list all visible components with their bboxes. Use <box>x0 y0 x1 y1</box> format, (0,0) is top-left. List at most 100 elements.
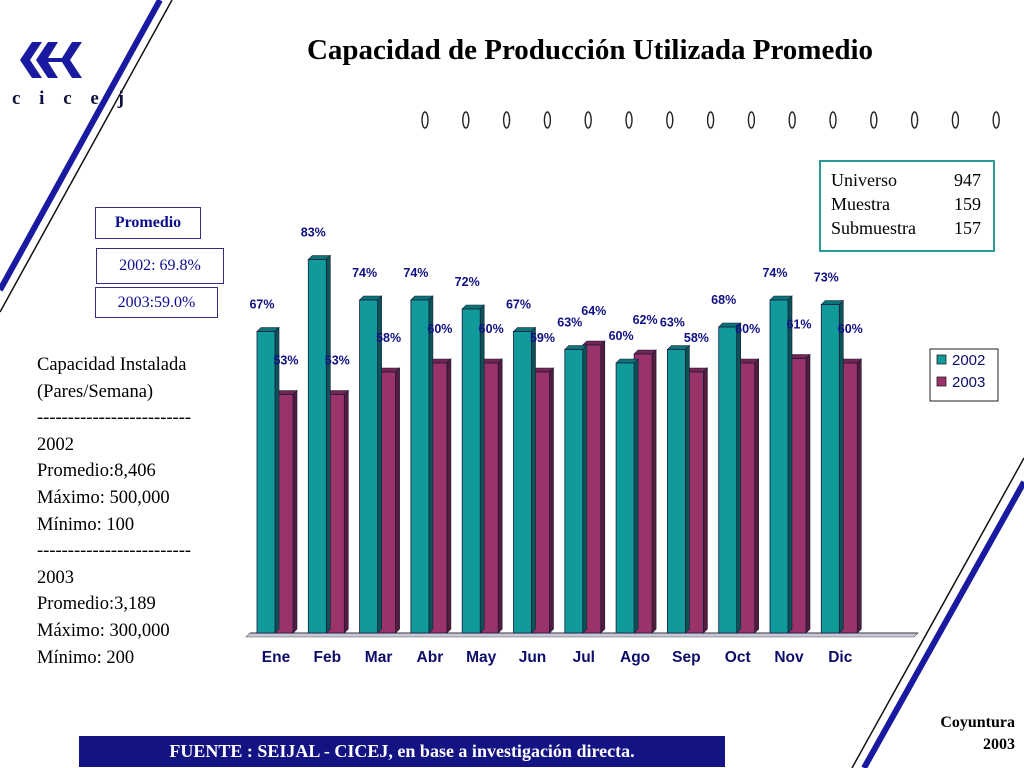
oval-decoration <box>666 111 674 129</box>
corner-line-2: 2003 <box>983 736 1015 753</box>
corner-label: Coyuntura 2003 <box>900 712 1015 756</box>
bar-2002 <box>410 295 434 634</box>
notes-line: (Pares/Semana) <box>37 381 154 402</box>
data-label-2003: 58% <box>376 331 401 345</box>
oval-decoration <box>788 111 796 129</box>
bar-2003 <box>325 389 350 634</box>
notes-line: Capacidad Instalada <box>37 355 187 375</box>
subsample-value: 157 <box>954 218 981 238</box>
notes-line: Mínimo: 200 <box>37 647 135 668</box>
data-label-2003: 53% <box>325 354 350 368</box>
chart-floor <box>245 632 919 638</box>
notes-divider: ------------------------- <box>37 541 192 562</box>
data-label-2003: 60% <box>838 322 863 336</box>
promedio-label-box: Promedio <box>95 207 201 239</box>
bar-2002 <box>256 326 280 634</box>
promedio-2003-box: 2003:59.0% <box>95 287 218 318</box>
bar-2002 <box>512 326 537 634</box>
category-label: Feb <box>314 649 342 666</box>
universe-row: Universo 947 <box>831 168 993 192</box>
data-label-2003: 62% <box>633 313 658 327</box>
bar-2003 <box>479 358 503 634</box>
category-label: Ago <box>620 649 650 666</box>
oval-decoration <box>747 111 756 129</box>
category-label: Dic <box>828 649 853 666</box>
category-label: Jul <box>573 649 595 666</box>
logo-text: c i c e j <box>12 88 131 109</box>
bar-2003 <box>684 367 709 634</box>
notes-line: Promedio:3,189 <box>37 594 156 615</box>
legend-swatch <box>936 354 947 365</box>
bar-2003 <box>735 358 760 634</box>
data-label-2002: 60% <box>609 329 634 343</box>
bar-2002 <box>820 299 845 634</box>
category-label: Sep <box>672 649 700 666</box>
page-title: Capacidad de Producción Utilizada Promed… <box>306 34 874 66</box>
notes-line: Mínimo: 100 <box>37 514 135 535</box>
notes-line: Máximo: 300,000 <box>37 620 170 641</box>
data-label-2003: 60% <box>735 322 760 336</box>
diagonal-line-top-left-thin <box>0 0 173 313</box>
oval-decoration <box>584 111 592 129</box>
universe-sample-box: Universo 947 Muestra 159 Submuestra 157 <box>819 160 995 252</box>
bar-2002 <box>461 304 485 634</box>
data-label-2002: 74% <box>762 266 787 280</box>
bar-2002 <box>307 254 332 634</box>
oval-decoration <box>462 111 470 129</box>
oval-decoration <box>870 111 878 129</box>
legend-swatch <box>936 376 947 387</box>
universe-value: 947 <box>954 170 981 190</box>
bar-2002 <box>358 295 383 634</box>
data-label-2002: 68% <box>711 293 736 307</box>
data-label-2002: 63% <box>660 316 685 330</box>
category-label: Abr <box>417 649 444 666</box>
universe-label: Universo <box>831 170 897 190</box>
subsample-row: Submuestra 157 <box>831 216 993 240</box>
notes-line: Máximo: 500,000 <box>37 487 170 508</box>
bar-2003 <box>838 358 863 634</box>
data-label-2002: 63% <box>557 316 582 330</box>
data-label-2003: 64% <box>581 304 606 318</box>
data-label-2003: 59% <box>530 331 555 345</box>
bar-2002 <box>769 295 793 634</box>
bar-2003 <box>428 358 452 634</box>
oval-decoration <box>543 111 552 129</box>
sample-label: Muestra <box>831 194 890 214</box>
legend-label: 2003 <box>952 374 985 391</box>
cicej-logo-icon <box>20 42 82 78</box>
oval-row-decoration <box>421 111 1000 129</box>
bar-2003 <box>582 340 606 634</box>
sample-row: Muestra 159 <box>831 192 993 216</box>
notes-line: Promedio:8,406 <box>37 461 156 482</box>
category-label: Nov <box>774 649 804 666</box>
oval-decoration <box>625 111 633 129</box>
diagonal-line-bottom-right-thick <box>861 480 1024 768</box>
data-label-2002: 72% <box>455 275 480 289</box>
bar-2003 <box>376 367 401 634</box>
installed-capacity-notes: Capacidad Instalada (Pares/Semana) -----… <box>37 352 247 671</box>
data-label-2002: 67% <box>249 298 274 312</box>
oval-decoration <box>706 111 715 129</box>
data-label-2002: 74% <box>403 266 428 280</box>
oval-decoration <box>992 111 1000 129</box>
oval-decoration <box>829 111 837 129</box>
data-label-2003: 58% <box>684 331 709 345</box>
bar-2002 <box>666 344 691 634</box>
data-label-2003: 53% <box>273 354 298 368</box>
bar-2003 <box>530 367 555 634</box>
data-label-2002: 83% <box>301 226 326 240</box>
bar-2002 <box>615 358 639 634</box>
data-label-2003: 60% <box>479 322 504 336</box>
diagonal-line-top-left-thick <box>0 0 163 292</box>
chart-legend: 2002 2003 <box>929 348 999 402</box>
data-label-2003: 61% <box>786 318 811 332</box>
category-label: Ene <box>262 649 291 666</box>
source-footer: FUENTE : SEIJAL - CICEJ, en base a inves… <box>79 736 725 767</box>
legend-label: 2002 <box>952 352 985 369</box>
category-label: Mar <box>365 649 393 666</box>
category-label: Jun <box>519 649 547 666</box>
data-label-2003: 60% <box>427 322 452 336</box>
bar-2003 <box>633 349 657 634</box>
